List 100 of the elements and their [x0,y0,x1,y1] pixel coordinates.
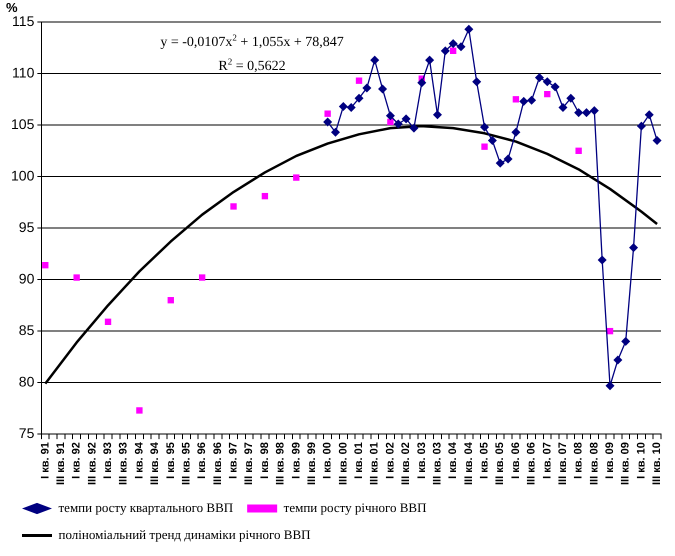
point [293,174,300,181]
x-tick-label: III кв. 95 [180,442,192,486]
point [527,96,536,105]
point [456,42,466,52]
point [448,39,458,48]
x-tick-label: I кв. 02 [384,442,396,479]
point [378,84,388,94]
point [417,78,426,88]
point [323,117,332,126]
x-tick-label: I кв. 98 [258,442,271,479]
x-tick-label: III кв. 99 [306,442,318,486]
point [575,148,582,154]
x-tick-label: III кв. 98 [274,442,287,486]
point [198,274,206,281]
point [574,108,584,118]
point [590,106,599,116]
legend-label: поліноміальний тренд динаміки річного ВВП [58,526,311,542]
x-tick-label: I кв. 03 [416,442,428,479]
x-tick-label: III кв. 05 [494,442,506,486]
point [432,110,442,120]
point [402,114,411,124]
point [262,192,268,200]
point [73,274,80,281]
point [582,108,591,118]
y-tick-label: 115 [12,12,35,29]
x-tick-label: I кв. 99 [290,442,302,479]
point [636,122,646,131]
point [606,381,615,390]
point [330,128,340,137]
x-tick-label: I кв. 95 [164,442,177,479]
point [324,110,331,117]
x-tick-label: III кв. 00 [337,442,350,486]
y-tick-label: 110 [12,64,35,80]
x-tick-label: I кв. 09 [604,442,616,479]
x-tick-label: I кв. 00 [322,442,334,479]
point [425,56,434,65]
x-tick-label: I кв. 06 [510,442,522,479]
point [356,78,362,84]
x-tick-label: I кв. 91 [39,442,52,479]
point [409,124,418,133]
point [464,24,474,34]
point [488,136,497,145]
point [346,103,356,112]
x-tick-label: III кв. 92 [86,442,98,486]
point [598,256,607,265]
point [338,102,348,111]
point [550,82,560,92]
point [370,56,380,65]
x-tick-label: I кв. 92 [70,442,83,479]
x-tick-label: III кв. 01 [368,442,381,486]
point [42,262,48,268]
point [613,355,622,364]
x-tick-label: I кв. 10 [635,442,648,479]
point [472,77,482,86]
point [652,136,662,145]
point [440,46,450,56]
x-tick-label: III кв. 96 [212,442,224,486]
point [629,243,638,252]
point [387,118,394,126]
y-tick-label: 90 [18,270,35,286]
point [511,128,520,137]
point [566,94,576,103]
x-tick-label: III кв. 10 [651,442,664,486]
point [362,83,372,92]
x-tick-label: III кв. 03 [431,442,444,486]
x-tick-label: III кв. 08 [588,442,600,486]
x-tick-label: III кв. 94 [149,441,162,486]
x-tick-label: I кв. 97 [228,442,240,479]
point [496,158,505,168]
x-tick-label: III кв. 09 [620,442,632,486]
x-tick-label: III кв. 06 [526,442,538,486]
x-tick-label: I кв. 94 [133,441,146,479]
point [450,48,456,54]
y-tick-label: 85 [18,322,35,338]
point [504,154,513,164]
y-tick-label: 95 [18,218,35,235]
x-tick-label: I кв. 01 [353,442,366,479]
x-tick-label: I кв. 08 [572,442,585,479]
point [542,77,552,86]
legend-label: темпи росту річного ВВП [284,500,426,515]
point [168,297,174,304]
point [354,94,364,103]
point [394,120,403,129]
point [481,143,488,150]
y-axis-title: % [6,0,18,16]
x-tick-label: I кв. 04 [447,441,460,479]
point [606,328,614,334]
y-tick-label: 75 [18,425,35,442]
y-tick-label: 80 [18,374,35,390]
legend-label: темпи росту квартального ВВП [58,500,234,515]
x-tick-label: III кв. 04 [462,441,475,486]
x-tick-label: I кв. 93 [102,442,114,479]
x-tick-label: III кв. 02 [400,442,412,486]
x-tick-label: III кв. 97 [243,442,256,486]
point [621,336,630,346]
x-tick-label: III кв. 07 [556,442,569,486]
point [644,110,654,120]
point [386,111,395,120]
point [480,122,490,132]
y-tick-label: 100 [11,167,35,184]
